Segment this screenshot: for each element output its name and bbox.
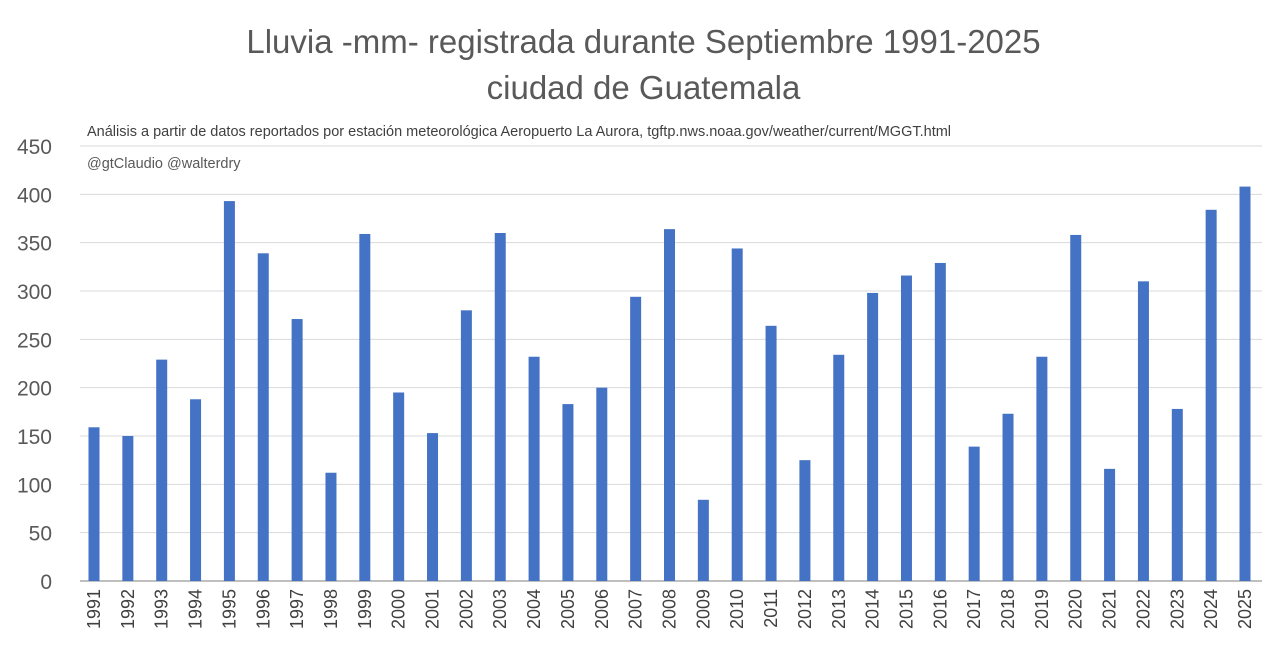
- x-tick-label: 2001: [423, 589, 443, 629]
- x-tick-label: 2018: [998, 589, 1018, 629]
- bar-2008: [664, 229, 675, 581]
- bar-2023: [1171, 408, 1183, 581]
- x-tick-label: 2008: [660, 589, 680, 629]
- bar-2006: [596, 387, 608, 581]
- x-tick-label: 2012: [795, 589, 815, 629]
- bar-1995: [223, 201, 235, 581]
- bar-2002: [460, 310, 472, 581]
- bar-2020: [1070, 234, 1082, 581]
- x-tick-label: 1995: [219, 589, 239, 629]
- bar-2001: [427, 433, 439, 581]
- bar-2016: [934, 262, 946, 581]
- credits: @gtClaudio @walterdry: [87, 156, 241, 172]
- bar-1991: [88, 427, 100, 581]
- bar-2024: [1205, 209, 1217, 582]
- y-tick-label: 250: [17, 329, 52, 352]
- x-tick-label: 2016: [930, 589, 950, 629]
- bar-1999: [359, 233, 371, 581]
- bar-1997: [291, 319, 303, 581]
- x-tick-label: 2020: [1066, 589, 1086, 629]
- x-tick-label: 1992: [118, 589, 138, 629]
- x-tick-label: 2024: [1201, 589, 1221, 629]
- x-tick-label: 1997: [287, 589, 307, 629]
- chart-subtitle: ciudad de Guatemala: [486, 69, 801, 106]
- x-tick-label: 2017: [964, 589, 984, 629]
- bar-1996: [257, 253, 269, 582]
- x-tick-label: 2007: [626, 589, 646, 629]
- bar-2005: [562, 404, 574, 581]
- x-tick-label: 2010: [727, 589, 747, 629]
- bar-2018: [1002, 413, 1014, 581]
- bar-2010: [731, 248, 743, 581]
- x-tick-label: 2015: [896, 589, 916, 629]
- bar-2000: [393, 392, 405, 581]
- x-tick-label: 1994: [186, 589, 206, 629]
- bar-2021: [1104, 468, 1116, 581]
- y-tick-label: 450: [17, 136, 52, 159]
- x-tick-label: 2002: [456, 589, 476, 629]
- bar-2017: [968, 446, 980, 581]
- x-tick-label: 2023: [1167, 589, 1187, 629]
- x-tick-label: 2006: [592, 589, 612, 629]
- bar-2013: [833, 354, 845, 581]
- bar-2014: [867, 292, 879, 581]
- bar-2025: [1239, 186, 1251, 581]
- x-tick-label: 2019: [1032, 589, 1052, 629]
- x-tick-label: 2004: [524, 589, 544, 629]
- bar-2011: [765, 325, 777, 581]
- bar-1993: [156, 359, 168, 581]
- bar-1998: [325, 472, 337, 581]
- y-tick-label: 400: [17, 184, 52, 207]
- bar-2009: [697, 499, 709, 581]
- x-tick-label: 1998: [321, 589, 341, 629]
- bar-2012: [799, 460, 811, 581]
- x-tick-label: 1999: [355, 589, 375, 629]
- bar-1994: [190, 399, 202, 581]
- x-tick-label: 2000: [389, 589, 409, 629]
- x-tick-label: 2011: [761, 589, 781, 628]
- x-tick-label: 2013: [829, 589, 849, 629]
- y-tick-label: 50: [29, 523, 52, 546]
- x-tick-label: 1996: [253, 589, 273, 629]
- x-tick-label: 2003: [490, 589, 510, 629]
- bar-2004: [528, 356, 540, 581]
- x-tick-label: 2009: [693, 589, 713, 629]
- bar-2003: [494, 233, 506, 581]
- bar-2007: [630, 296, 642, 581]
- y-tick-label: 350: [17, 233, 52, 256]
- x-tick-label: 2021: [1100, 589, 1120, 629]
- x-tick-label: 2025: [1235, 589, 1255, 629]
- y-tick-label: 200: [17, 378, 52, 401]
- bar-2015: [900, 275, 912, 581]
- bar-2019: [1036, 356, 1048, 581]
- bar-1992: [122, 436, 134, 581]
- x-tick-label: 1993: [152, 589, 172, 629]
- y-tick-label: 100: [17, 474, 52, 497]
- source-annotation: Análisis a partir de datos reportados po…: [87, 124, 952, 140]
- y-tick-label: 150: [17, 426, 52, 449]
- x-tick-label: 1991: [84, 589, 104, 629]
- x-tick-label: 2014: [863, 589, 883, 629]
- chart-title: Lluvia -mm- registrada durante Septiembr…: [246, 23, 1041, 60]
- y-tick-label: 0: [40, 571, 52, 594]
- bar-2022: [1137, 281, 1149, 581]
- x-tick-label: 2022: [1133, 589, 1153, 629]
- y-tick-label: 300: [17, 281, 52, 304]
- x-tick-label: 2005: [558, 589, 578, 629]
